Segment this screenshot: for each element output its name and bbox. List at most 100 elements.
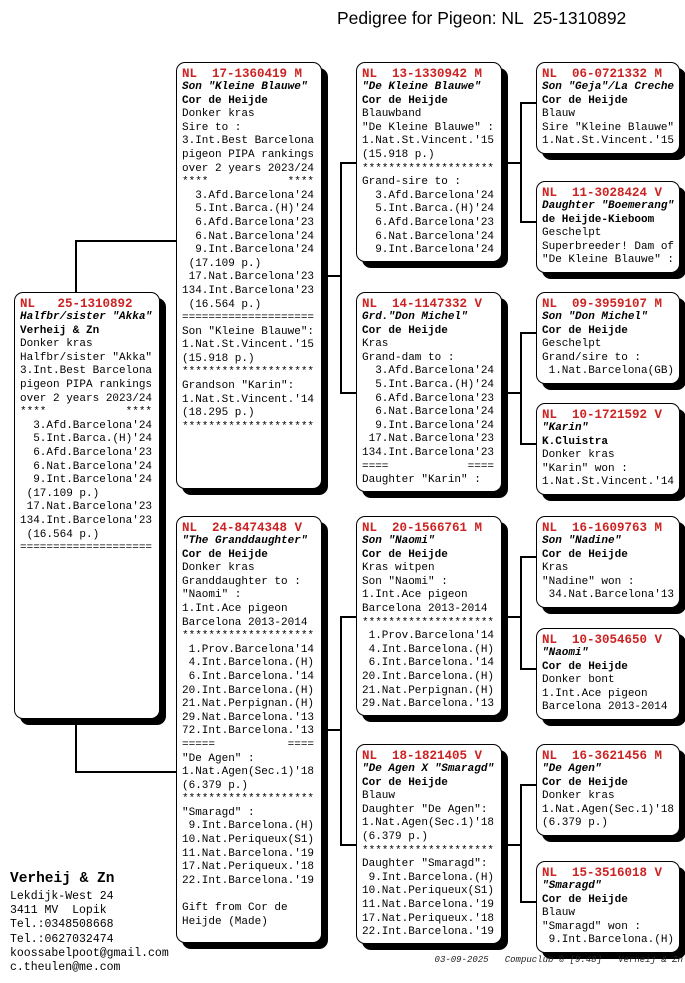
pedigree-text-line: ******************** bbox=[182, 420, 315, 433]
pedigree-connector-line bbox=[520, 443, 536, 445]
pedigree-text-line: 1.Nat.St.Vincent.'15 bbox=[182, 339, 315, 352]
pedigree-text-line: 3.Afd.Barcelona'24 bbox=[20, 419, 153, 432]
pedigree-text-line: Sire "Kleine Blauwe" bbox=[542, 121, 675, 134]
pedigree-text-line: over 2 years 2023/24 bbox=[182, 162, 315, 175]
pedigree-text-line: (16.564 p.) bbox=[20, 528, 100, 541]
pedigree-text-line: "Naomi" : bbox=[182, 589, 242, 602]
pedigree-text-line: (18.295 p.) bbox=[182, 407, 255, 420]
pedigree-text-line: ******************** bbox=[182, 630, 315, 643]
pedigree-text-line: 134.Int.Barcelona'23 bbox=[182, 284, 315, 297]
pedigree-text-line: Grandson "Karin": bbox=[182, 380, 295, 393]
breeder-name: Cor de Heijde bbox=[362, 94, 448, 107]
page-title: Pedigree for Pigeon: NL 25-1310892 bbox=[337, 8, 627, 28]
pedigree-text-line: Donker kras bbox=[182, 562, 255, 575]
pedigree-text-line: 29.Nat.Barcelona.'13 bbox=[362, 698, 495, 711]
pedigree-connector-line bbox=[340, 162, 342, 394]
pedigree-text-line: Tel.:0627032474 bbox=[10, 932, 114, 946]
pigeon-name: "The Granddaughter" bbox=[182, 535, 308, 547]
pedigree-text-line: Donker kras bbox=[20, 338, 93, 351]
pedigree-text-line: Kras bbox=[362, 338, 389, 351]
pedigree-text-line: Grand/sire to : bbox=[542, 351, 642, 364]
pedigree-text-line: "Smaragd" : bbox=[182, 806, 255, 819]
pedigree-text-line: 20.Int.Barcelona.(H) bbox=[362, 670, 495, 683]
pedigree-text-line: Heijde (Made) bbox=[182, 915, 268, 928]
breeder-name: de Heijde-Kieboom bbox=[542, 213, 655, 226]
pedigree-text-line: 22.Int.Barcelona.'19 bbox=[362, 926, 495, 939]
pedigree-text-line: ==================== bbox=[20, 542, 153, 555]
pigeon-name: Halfbr/sister "Akka" bbox=[20, 311, 153, 323]
pedigree-text-line: **** **** bbox=[20, 406, 153, 419]
pedigree-text-line: (15.918 p.) bbox=[362, 148, 435, 161]
pedigree-box-details: Donker kras "Karin" won :1.Nat.St.Vincent… bbox=[542, 449, 677, 490]
pedigree-text-line: pigeon PIPA rankings bbox=[20, 378, 153, 391]
pedigree-text-line: koossabelpoot@gmail.com bbox=[10, 946, 169, 960]
pedigree-text-line: 6.Nat.Barcelona'24 bbox=[362, 406, 495, 419]
pedigree-text-line: c.theulen@me.com bbox=[10, 961, 121, 975]
pedigree-connector-line bbox=[502, 844, 521, 846]
breeder-name: Cor de Heijde bbox=[362, 548, 448, 561]
breeder-name: Cor de Heijde bbox=[542, 94, 628, 107]
pedigree-text-line: 3.Int.Best Barcelona bbox=[182, 135, 315, 148]
pedigree-text-line: 1.Prov.Barcelona'14 bbox=[182, 643, 315, 656]
pedigree-text-line: 11.Nat.Barcelona.'19 bbox=[362, 898, 495, 911]
pedigree-box-sire: NL 17-1360419 M Son "Kleine Blauwe" Cor … bbox=[176, 62, 322, 489]
pedigree-text-line: 3.Afd.Barcelona'24 bbox=[362, 189, 495, 202]
pedigree-box-ggp-5: NL 16-1609763 M Son "Nadine" Cor de Heij… bbox=[536, 516, 680, 608]
pedigree-box-ggp-1: NL 06-0721332 M Son "Geja"/La Creche Cor… bbox=[536, 62, 680, 154]
pedigree-connector-line bbox=[75, 771, 176, 773]
pedigree-box-ggp-6: NL 10-3054650 V "Naomi" Cor de Heijde Do… bbox=[536, 628, 680, 720]
pedigree-connector-line bbox=[340, 844, 356, 846]
pedigree-connector-line bbox=[502, 616, 521, 618]
ring-number: NL 10-1721592 V bbox=[542, 408, 663, 422]
pedigree-text-line: 21.Nat.Perpignan.(H) bbox=[182, 698, 315, 711]
pedigree-connector-line bbox=[75, 240, 176, 242]
owner-block: Verheij & Zn Lekdijk-West 24 3411 MV Lopi… bbox=[10, 869, 169, 975]
pedigree-text-line: Halfbr/sister "Akka" bbox=[20, 351, 153, 364]
pedigree-text-line: 1.Nat.St.Vincent.'14 bbox=[542, 476, 675, 489]
pigeon-name: Daughter "Boemerang" bbox=[542, 200, 675, 212]
ring-number: NL 17-1360419 M bbox=[182, 67, 303, 81]
pedigree-text-line: ******************** bbox=[362, 844, 495, 857]
pedigree-text-line: ******************** bbox=[362, 616, 495, 629]
pedigree-text-line: 5.Int.Barca.(H)'24 bbox=[362, 203, 495, 216]
pedigree-box-details: Kras witpen Son "Naomi" :1.Int.Ace pigeon… bbox=[362, 562, 499, 712]
pedigree-text-line: (17.109 p.) bbox=[20, 487, 100, 500]
pedigree-text-line: 1.Nat.St.Vincent.'15 bbox=[542, 135, 675, 148]
pedigree-text-line: "Nadine" won : bbox=[542, 575, 635, 588]
ring-number: NL 20-1566761 M bbox=[362, 521, 483, 535]
pedigree-text-line: Granddaughter to : bbox=[182, 575, 301, 588]
pedigree-text-line: (6.379 p.) bbox=[362, 830, 429, 843]
pedigree-text-line: Grand-dam to : bbox=[362, 351, 455, 364]
pedigree-text-line: (6.379 p.) bbox=[182, 779, 249, 792]
owner-name: Verheij & Zn bbox=[10, 871, 115, 887]
pedigree-box-details: Donker kras Halfbr/sister "Akka" 3.Int.Bes… bbox=[20, 338, 157, 556]
pedigree-box-dam: NL 24-8474348 V "The Granddaughter" Cor … bbox=[176, 516, 322, 943]
pedigree-text-line: 17.Nat.Periqueux.'18 bbox=[362, 912, 495, 925]
pedigree-text-line: Donker kras bbox=[182, 108, 255, 121]
pedigree-text-line: Grand-sire to : bbox=[362, 176, 462, 189]
pedigree-text-line: ==================== bbox=[182, 312, 315, 325]
pedigree-text-line: Donker bont bbox=[542, 674, 615, 687]
pigeon-name: "De Kleine Blauwe" bbox=[362, 81, 481, 93]
pedigree-text-line: "De Kleine Blauwe" : bbox=[542, 254, 675, 267]
ring-number: NL 18-1821405 V bbox=[362, 749, 483, 763]
pigeon-name: Son "Nadine" bbox=[542, 535, 622, 547]
pedigree-text-line: 1.Nat.Barcelona(GB) bbox=[542, 365, 675, 378]
pedigree-text-line: 17.Nat.Barcelona'23 bbox=[362, 433, 495, 446]
pedigree-connector-line bbox=[520, 556, 536, 558]
pedigree-connector-line bbox=[520, 221, 536, 223]
pedigree-box-details: Blauw Sire "Kleine Blauwe" 1.Nat.St.Vincen… bbox=[542, 108, 677, 149]
pedigree-box-details: Geschelpt Superbreeder! Dam of "De Kleine … bbox=[542, 227, 677, 268]
pedigree-connector-line bbox=[520, 102, 522, 223]
pedigree-box-grandsire-paternal: NL 13-1330942 M "De Kleine Blauwe" Cor d… bbox=[356, 62, 502, 262]
pedigree-text-line: Kras bbox=[542, 562, 569, 575]
pigeon-name: "Karin" bbox=[542, 422, 589, 434]
pedigree-box-details: Donker kras Granddaughter to : "Naomi" : 1.… bbox=[182, 562, 319, 929]
pedigree-text-line: Geschelpt bbox=[542, 338, 602, 351]
ring-number: NL 10-3054650 V bbox=[542, 633, 663, 647]
ring-number: NL 06-0721332 M bbox=[542, 67, 663, 81]
pedigree-text-line: 17.Nat.Barcelona'23 bbox=[20, 501, 153, 514]
breeder-name: Cor de Heijde bbox=[542, 660, 628, 673]
pedigree-text-line: ******************** bbox=[182, 793, 315, 806]
